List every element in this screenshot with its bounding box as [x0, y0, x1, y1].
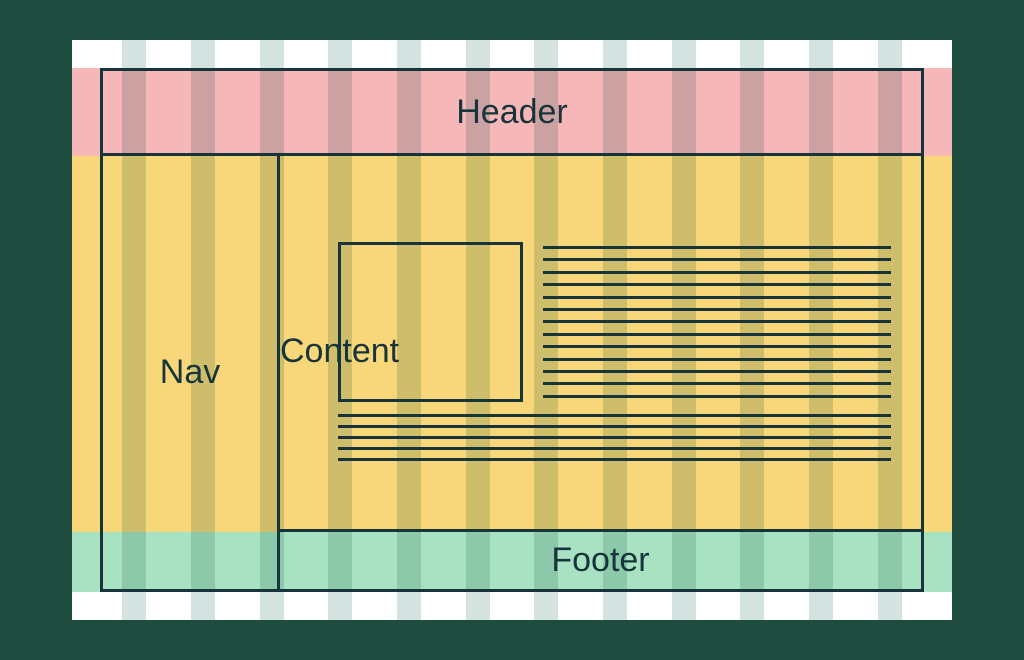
text-line — [338, 414, 891, 417]
text-line — [338, 436, 891, 439]
text-lines-wide — [338, 414, 891, 461]
text-line — [543, 246, 891, 249]
text-line — [338, 425, 891, 428]
text-line — [543, 333, 891, 336]
nav-label: Nav — [160, 353, 220, 392]
layout-diagram-canvas: Header Nav Content Footer — [72, 40, 952, 620]
text-line — [543, 296, 891, 299]
nav-region: Nav — [100, 156, 280, 592]
text-line — [543, 358, 891, 361]
text-line — [543, 382, 891, 385]
image-placeholder-box — [338, 242, 523, 402]
text-line — [543, 283, 891, 286]
text-line — [543, 271, 891, 274]
layout-regions-layer: Header Nav Content Footer — [72, 40, 952, 620]
header-label: Header — [456, 93, 568, 132]
text-line — [338, 447, 891, 450]
text-line — [338, 458, 891, 461]
footer-region: Footer — [280, 532, 924, 592]
footer-label: Footer — [551, 541, 649, 580]
header-region: Header — [100, 68, 924, 156]
content-mock — [338, 242, 891, 509]
text-line — [543, 258, 891, 261]
text-line — [543, 370, 891, 373]
content-region: Content — [280, 156, 924, 532]
text-lines-narrow — [543, 242, 891, 402]
text-line — [543, 345, 891, 348]
text-line — [543, 395, 891, 398]
text-line — [543, 308, 891, 311]
text-line — [543, 320, 891, 323]
